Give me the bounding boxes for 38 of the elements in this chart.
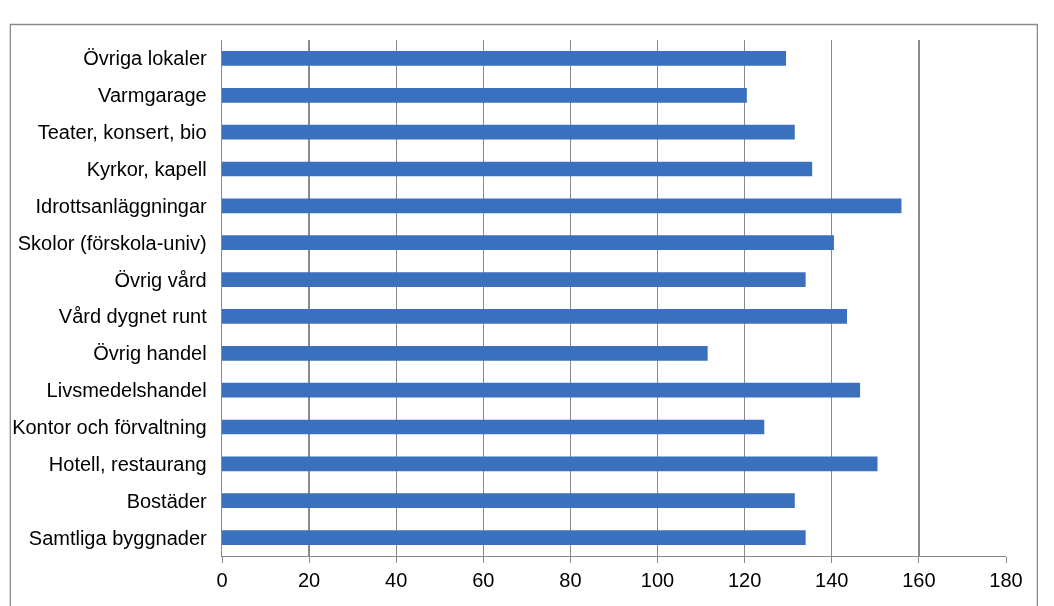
y-tick-label: Idrottsanläggningar [35, 194, 208, 217]
x-tick-label: 20 [297, 569, 321, 592]
x-tick-label: 160 [902, 569, 936, 592]
bar [222, 51, 787, 66]
bar [222, 198, 902, 214]
y-tick-label: Vård dygnet runt [58, 305, 208, 328]
y-tick-label: Kontor och förvaltning [12, 416, 207, 438]
y-tick-label: Bostäder [126, 489, 208, 512]
bar [222, 124, 795, 140]
x-tick-label: 100 [640, 569, 675, 592]
x-tick-label: 180 [989, 569, 1023, 592]
y-tick-label: Hotell, restaurang [48, 452, 207, 475]
y-tick-label: Övrig handel [93, 342, 207, 365]
y-tick-label: Livsmedelshandel [46, 379, 207, 402]
x-tick-label: 0 [216, 569, 228, 592]
bar [222, 161, 813, 177]
bar [222, 309, 848, 324]
x-tick-label: 40 [385, 569, 408, 592]
x-tick-label: 80 [559, 569, 582, 592]
y-tick-label: Kyrkor, kapell [86, 158, 207, 180]
bar [222, 419, 765, 435]
bar [222, 493, 795, 509]
bar [222, 87, 747, 103]
x-tick-label: 140 [815, 569, 849, 592]
bar [222, 530, 806, 545]
bar [222, 456, 878, 472]
x-tick-label: 60 [472, 569, 495, 592]
bar [222, 382, 861, 398]
bar [222, 345, 708, 361]
y-tick-label: Övrig vård [114, 268, 207, 291]
y-tick-label: Varmgarage [98, 84, 207, 107]
y-tick-label: Teater, konsert, bio [37, 121, 207, 144]
y-tick-label: Övriga lokaler [83, 47, 208, 70]
bar [222, 272, 806, 287]
y-tick-label: Skolor (förskola-univ) [17, 231, 207, 254]
bar [222, 235, 834, 251]
x-tick-label: 120 [727, 569, 762, 592]
y-tick-label: Samtliga byggnader [28, 526, 208, 549]
